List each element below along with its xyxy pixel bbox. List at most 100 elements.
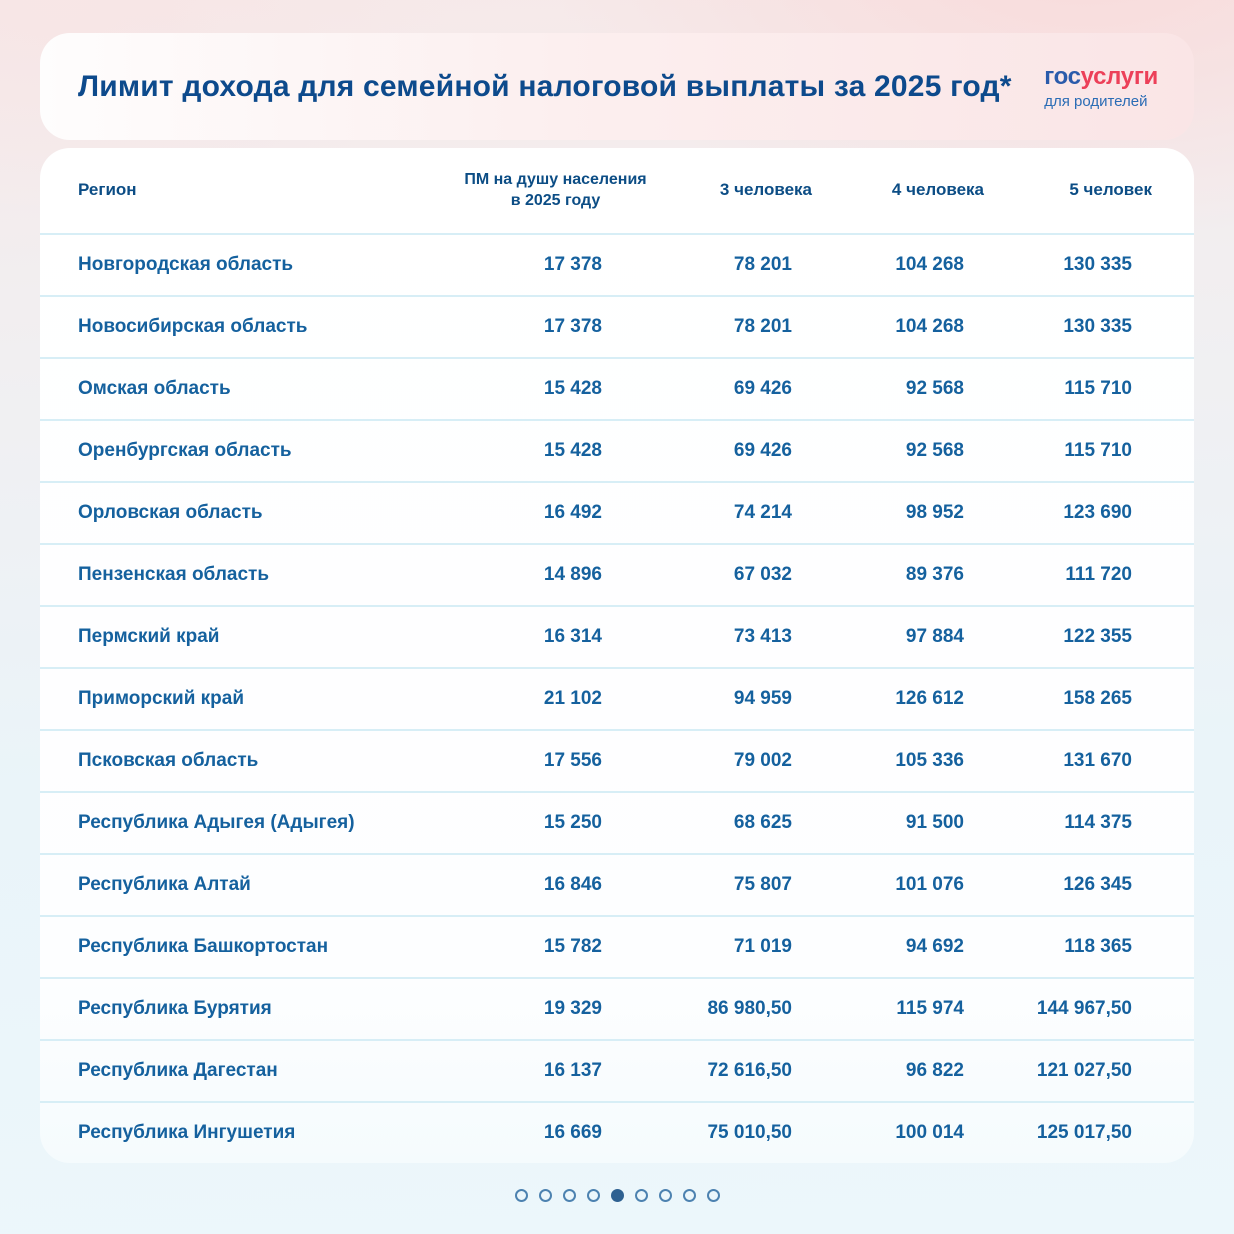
table-body: Новгородская область 17 378 78 201 104 268 1… (40, 233, 1194, 1163)
region-cell: Оренбургская область (78, 440, 292, 461)
table-row: Республика Бурятия 19 329 86 980,50 115 974… (40, 977, 1194, 1039)
limit-5-cell: 118 365 (1064, 936, 1132, 957)
column-header-pm: ПМ на душу населения в 2025 году (464, 170, 647, 209)
table-card: Регион ПМ на душу населения в 2025 году … (40, 148, 1194, 1163)
pagination-dot[interactable] (586, 1189, 600, 1202)
limit-4-cell: 94 692 (905, 936, 964, 957)
limit-5-cell: 125 017,50 (1036, 1122, 1132, 1143)
table-row: Пермский край 16 314 73 413 97 884 122 355 (40, 605, 1194, 667)
limit-3-cell: 73 413 (733, 626, 792, 647)
pm-cell: 16 846 (543, 874, 602, 895)
logo-tagline: для родителей (1044, 92, 1148, 110)
table-row: Новосибирская область 17 378 78 201 104 268… (40, 295, 1194, 357)
limit-4-cell: 101 076 (895, 874, 964, 895)
limit-4-cell: 104 268 (895, 254, 964, 275)
region-cell: Орловская область (78, 502, 263, 523)
table-row: Республика Ингушетия 16 669 75 010,50 100 0… (40, 1101, 1194, 1163)
table-row: Республика Башкортостан 15 782 71 019 94 69… (40, 915, 1194, 977)
limit-5-cell: 126 345 (1063, 874, 1132, 895)
limit-5-cell: 114 375 (1064, 812, 1132, 833)
column-header-5-persons: 5 человек (1069, 180, 1152, 200)
limit-4-cell: 92 568 (905, 378, 964, 399)
pagination-dot[interactable] (706, 1189, 720, 1202)
table-row: Оренбургская область 15 428 69 426 92 568 11… (40, 419, 1194, 481)
region-cell: Республика Ингушетия (78, 1122, 296, 1143)
limit-3-cell: 68 625 (733, 812, 792, 833)
limit-4-cell: 89 376 (905, 564, 964, 585)
limit-4-cell: 97 884 (905, 626, 964, 647)
column-header-region: Регион (78, 180, 137, 200)
pagination (0, 1189, 1234, 1202)
table-row: Орловская область 16 492 74 214 98 952 123 6… (40, 481, 1194, 543)
pagination-dot[interactable] (634, 1189, 648, 1202)
pm-cell: 15 782 (543, 936, 602, 957)
limit-5-cell: 158 265 (1063, 688, 1132, 709)
region-cell: Новгородская область (78, 254, 294, 275)
limit-4-cell: 96 822 (905, 1060, 964, 1081)
column-header-4-persons: 4 человека (891, 180, 984, 200)
logo-uslugi: услуги (1080, 63, 1159, 91)
pagination-dot[interactable] (514, 1189, 528, 1202)
pagination-dot[interactable] (538, 1189, 552, 1202)
pm-cell: 15 428 (543, 440, 602, 461)
limit-4-cell: 104 268 (895, 316, 964, 337)
pm-cell: 15 428 (543, 378, 602, 399)
pagination-dot-active[interactable] (610, 1189, 624, 1202)
table-row: Приморский край 21 102 94 959 126 612 158 26… (40, 667, 1194, 729)
logo-wordmark: госуслуги (1044, 63, 1158, 91)
pm-cell: 16 669 (543, 1122, 602, 1143)
table-row: Омская область 15 428 69 426 92 568 115 710 (40, 357, 1194, 419)
limit-5-cell: 144 967,50 (1036, 998, 1132, 1019)
limit-4-cell: 92 568 (905, 440, 964, 461)
limit-3-cell: 86 980,50 (707, 998, 792, 1019)
pm-cell: 17 378 (543, 254, 602, 275)
page-title: Лимит дохода для семейной налоговой выпл… (78, 69, 1012, 103)
table-row: Псковская область 17 556 79 002 105 336 131 … (40, 729, 1194, 791)
limit-5-cell: 130 335 (1063, 254, 1132, 275)
pagination-dot[interactable] (658, 1189, 672, 1202)
region-cell: Республика Бурятия (78, 998, 272, 1019)
limit-3-cell: 67 032 (733, 564, 792, 585)
limit-5-cell: 131 670 (1063, 750, 1132, 771)
table-row: Пензенская область 14 896 67 032 89 376 111 … (40, 543, 1194, 605)
table-header-row: Регион ПМ на душу населения в 2025 году … (40, 148, 1194, 233)
limit-3-cell: 69 426 (733, 440, 792, 461)
limit-5-cell: 122 355 (1063, 626, 1132, 647)
limit-3-cell: 75 010,50 (707, 1122, 792, 1143)
pm-cell: 17 378 (543, 316, 602, 337)
limit-5-cell: 121 027,50 (1036, 1060, 1132, 1081)
region-cell: Республика Башкортостан (78, 936, 329, 957)
region-cell: Пензенская область (78, 564, 270, 585)
limit-3-cell: 78 201 (733, 316, 792, 337)
pm-cell: 16 137 (543, 1060, 602, 1081)
pm-cell: 14 896 (543, 564, 602, 585)
limit-4-cell: 98 952 (905, 502, 964, 523)
limit-4-cell: 100 014 (895, 1122, 964, 1143)
limit-4-cell: 115 974 (896, 998, 964, 1019)
pm-cell: 21 102 (543, 688, 602, 709)
pagination-dot[interactable] (562, 1189, 576, 1202)
header-card: Лимит дохода для семейной налоговой выпл… (40, 33, 1194, 140)
table-row: Новгородская область 17 378 78 201 104 268 1… (40, 233, 1194, 295)
pagination-dot[interactable] (682, 1189, 696, 1202)
limit-5-cell: 115 710 (1064, 378, 1132, 399)
limit-3-cell: 79 002 (733, 750, 792, 771)
table-row: Республика Дагестан 16 137 72 616,50 96 822… (40, 1039, 1194, 1101)
limit-4-cell: 105 336 (895, 750, 964, 771)
limit-5-cell: 130 335 (1063, 316, 1132, 337)
limit-3-cell: 78 201 (733, 254, 792, 275)
table-row: Республика Адыгея (Адыгея) 15 250 68 625 91… (40, 791, 1194, 853)
region-cell: Пермский край (78, 626, 220, 647)
pm-cell: 17 556 (543, 750, 602, 771)
region-cell: Псковская область (78, 750, 259, 771)
limit-5-cell: 115 710 (1064, 440, 1132, 461)
region-cell: Новосибирская область (78, 316, 308, 337)
table-row: Республика Алтай 16 846 75 807 101 076 126 3… (40, 853, 1194, 915)
limit-3-cell: 94 959 (733, 688, 792, 709)
region-cell: Республика Адыгея (Адыгея) (78, 812, 355, 833)
pm-cell: 16 492 (543, 502, 602, 523)
column-header-3-persons: 3 человека (719, 180, 812, 200)
limit-3-cell: 75 807 (733, 874, 792, 895)
logo-gos: гос (1044, 63, 1081, 91)
limit-3-cell: 69 426 (733, 378, 792, 399)
